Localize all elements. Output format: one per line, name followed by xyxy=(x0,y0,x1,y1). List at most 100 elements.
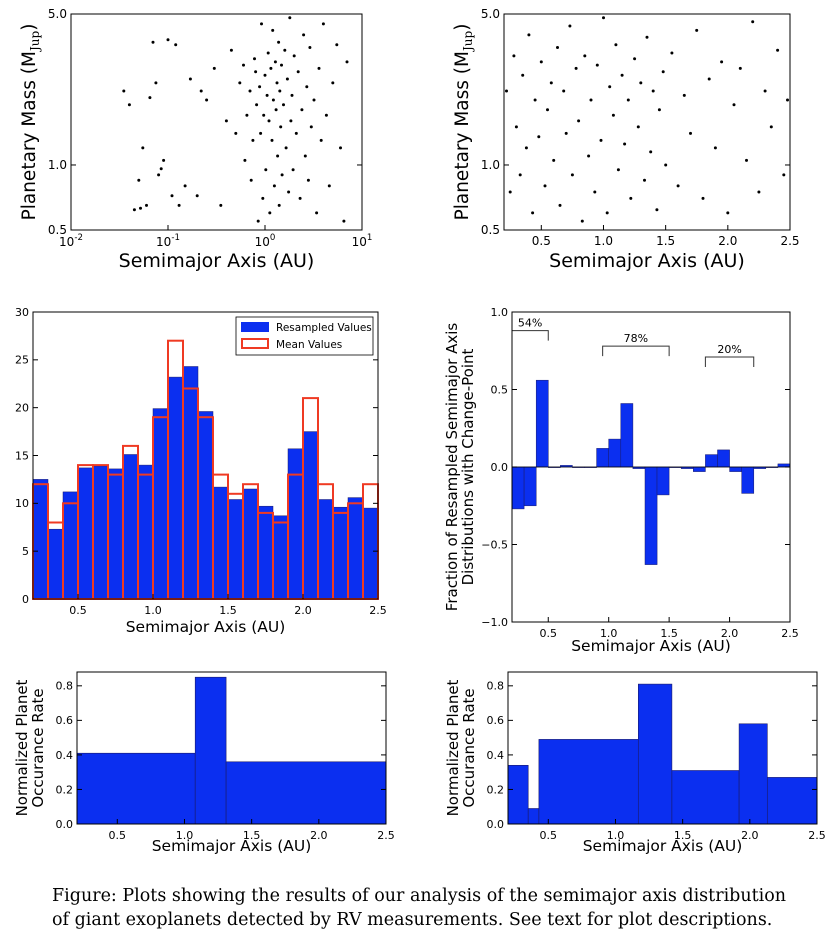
scatter-lin-point-33 xyxy=(608,85,612,89)
change-point-bracket-1 xyxy=(602,345,670,357)
scatter-lin-point-2 xyxy=(512,54,516,58)
scatter-log-point-55 xyxy=(274,108,278,112)
histogram-xtick-label-3: 2.0 xyxy=(294,604,312,617)
scatter-lin-point-67 xyxy=(763,89,767,93)
scatter-lin-point-42 xyxy=(636,125,640,129)
change-point-bracket-label-1: 78% xyxy=(624,332,648,345)
change-point-bar-12 xyxy=(656,466,670,496)
change-point-bar-8 xyxy=(608,438,622,468)
rate-right-ytick-label-2: 0.4 xyxy=(487,749,505,762)
scatter-lin-point-32 xyxy=(605,211,609,215)
scatter-lin-point-23 xyxy=(577,119,581,123)
scatter-log-point-7 xyxy=(148,96,152,100)
change-point-bar-2 xyxy=(535,379,549,468)
scatter-log-ytick-label-1: 1.0 xyxy=(48,158,67,172)
scatter-log-point-43 xyxy=(263,73,267,77)
rate-right-xtick-label-2: 1.5 xyxy=(674,829,692,842)
change-point-bar-7 xyxy=(596,448,609,468)
scatter-lin-point-0 xyxy=(505,89,508,93)
scatter-lin-point-20 xyxy=(568,24,572,28)
rate-left-xlabel: Semimajor Axis (AU) xyxy=(152,837,312,855)
histogram-bar-resampled-17 xyxy=(287,448,304,600)
scatter-lin-chart: 0.5 1.0 1.5 2.0 2.5 0.5 1.0 5.0 Semimajor Axis (… xyxy=(452,7,800,272)
scatter-lin-point-59 xyxy=(713,146,717,150)
scatter-lin-point-62 xyxy=(732,103,736,107)
scatter-lin-point-48 xyxy=(655,208,659,212)
change-point-bar-18 xyxy=(729,466,742,472)
scatter-lin-point-16 xyxy=(556,46,559,49)
scatter-log-point-86 xyxy=(317,66,321,70)
scatter-lin-point-63 xyxy=(738,66,742,70)
scatter-lin-point-43 xyxy=(639,81,643,85)
scatter-lin-point-46 xyxy=(649,150,653,154)
scatter-log-chart: 10-2 10-1 100 101 0.5 1.0 5.0 Semimajor Axis (A… xyxy=(19,7,372,272)
scatter-lin-point-49 xyxy=(657,108,661,112)
scatter-lin-point-7 xyxy=(527,33,531,37)
histogram-bar-resampled-9 xyxy=(167,376,184,600)
scatter-lin-point-12 xyxy=(543,184,547,188)
scatter-log-xtick-label-2: 100 xyxy=(255,233,276,249)
scatter-log-ytick-label-2: 5.0 xyxy=(48,7,67,21)
scatter-log-point-3 xyxy=(137,178,141,182)
scatter-lin-point-14 xyxy=(549,81,553,85)
scatter-lin-point-38 xyxy=(623,142,627,146)
scatter-log-point-46 xyxy=(266,51,270,55)
scatter-log-xlabel: Semimajor Axis (AU) xyxy=(119,250,315,272)
scatter-log-point-58 xyxy=(277,40,281,44)
rate-right-bar-2 xyxy=(538,739,639,825)
scatter-lin-point-53 xyxy=(676,184,680,188)
scatter-log-point-54 xyxy=(273,60,277,64)
scatter-lin-point-30 xyxy=(599,138,603,142)
scatter-log-frame xyxy=(70,13,363,231)
scatter-log-point-40 xyxy=(260,22,263,26)
change-point-bar-15 xyxy=(693,466,706,472)
scatter-lin-point-26 xyxy=(587,154,591,158)
scatter-lin-ytick-label-1: 1.0 xyxy=(481,158,500,172)
scatter-log-point-30 xyxy=(245,113,249,117)
scatter-log-point-76 xyxy=(298,196,302,200)
scatter-lin-point-61 xyxy=(726,211,730,215)
scatter-log-point-42 xyxy=(262,113,266,117)
scatter-log-point-69 xyxy=(288,16,292,20)
scatter-lin-point-60 xyxy=(720,60,724,64)
scatter-lin-point-58 xyxy=(707,77,711,81)
scatter-lin-point-54 xyxy=(682,93,686,97)
scatter-log-point-24 xyxy=(224,119,228,123)
scatter-lin-point-55 xyxy=(689,131,692,135)
histogram-bar-resampled-21 xyxy=(347,497,364,600)
scatter-log-point-14 xyxy=(170,194,174,198)
scatter-lin-point-31 xyxy=(602,16,605,20)
scatter-log-point-10 xyxy=(157,173,161,177)
scatter-lin-point-6 xyxy=(524,146,528,150)
caption-line-1: Figure: Plots showing the results of our… xyxy=(52,886,787,906)
scatter-log-point-81 xyxy=(306,178,310,182)
scatter-lin-xtick-label-4: 2.5 xyxy=(780,234,799,248)
change-point-ylabel: Fraction of Resampled Semimajor AxisDist… xyxy=(443,323,477,612)
rate-left-ytick-label-4: 0.8 xyxy=(56,680,74,693)
rate-right-frame xyxy=(507,671,818,825)
change-point-bracket-0 xyxy=(511,330,549,341)
scatter-log-point-59 xyxy=(277,203,281,207)
scatter-lin-point-5 xyxy=(521,73,525,77)
scatter-lin-point-37 xyxy=(620,73,624,77)
scatter-log-point-53 xyxy=(272,184,276,188)
scatter-log-point-4 xyxy=(139,206,142,210)
scatter-log-point-13 xyxy=(166,38,170,42)
scatter-log-point-71 xyxy=(290,93,294,97)
scatter-log-point-65 xyxy=(283,48,287,52)
scatter-log-point-60 xyxy=(278,89,282,93)
rate-right-bar-5 xyxy=(738,723,768,825)
scatter-log-point-77 xyxy=(300,108,304,112)
change-point-bracket-2 xyxy=(704,356,755,367)
scatter-log-point-83 xyxy=(309,125,313,129)
histogram-chart: 0.5 1.0 1.5 2.0 2.5 0 5 10 15 20 25 30 Semimajor Axi… xyxy=(15,306,387,636)
histogram-bar-resampled-11 xyxy=(197,411,214,600)
scatter-log-point-32 xyxy=(249,178,253,182)
scatter-lin-point-8 xyxy=(531,211,535,215)
histogram-bar-resampled-3 xyxy=(77,467,94,600)
rate-right-ylabel: Normalized PlanetOccurance Rate xyxy=(444,679,478,816)
change-point-bracket-label-0: 54% xyxy=(518,317,542,330)
scatter-log-point-2 xyxy=(132,208,136,212)
histogram-ytick-label-6: 30 xyxy=(15,306,29,319)
